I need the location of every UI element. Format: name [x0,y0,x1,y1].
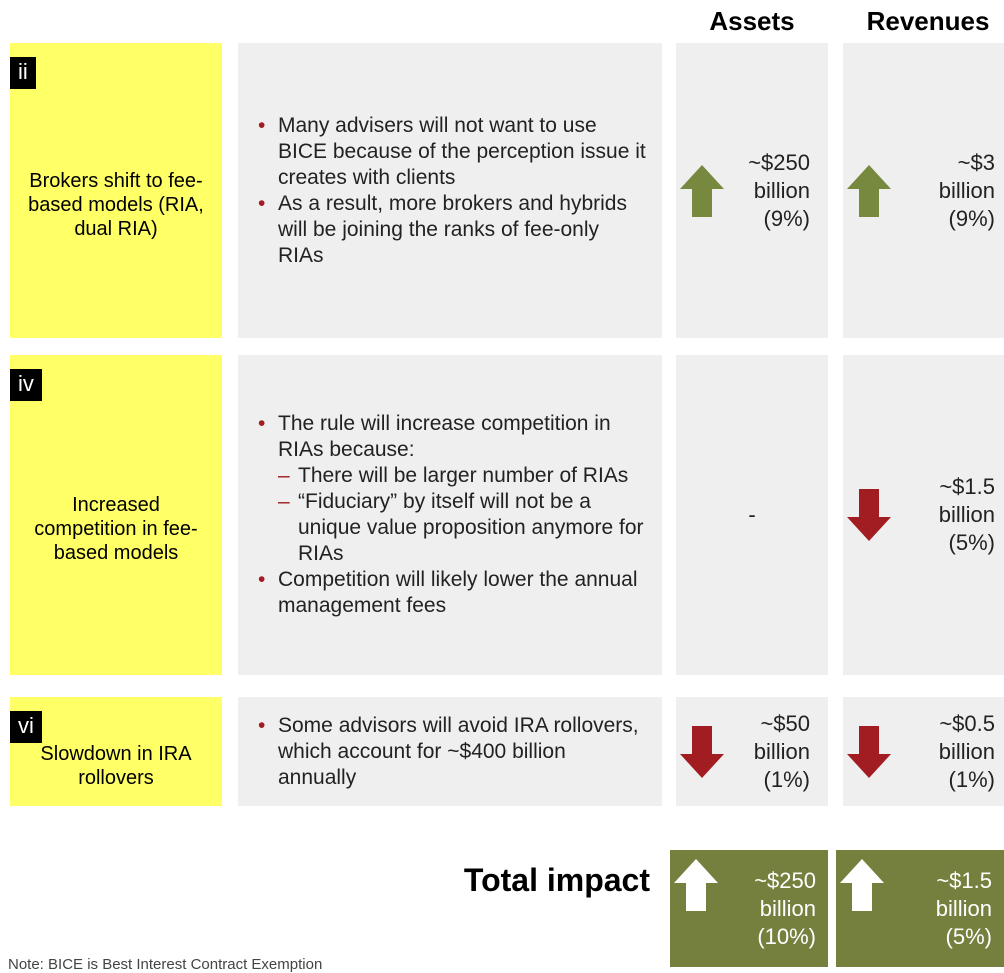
arrow-shape [847,725,891,778]
bullet: Competition will likely lower the annual… [258,567,648,619]
arrow-shape [680,725,724,778]
total-label: Total impact [463,862,650,898]
arrow-down [680,725,724,778]
bullet: “Fiduciary” by itself will not be a uniq… [258,489,648,567]
value-line: (1%) [763,766,810,792]
value-line: billion [753,738,810,764]
row-tag: iv [10,369,42,401]
column-header: Assets [709,6,795,36]
value-line: (10%) [757,923,816,949]
impact-value: ~$1.5 billion (5%) [886,850,992,967]
value-line: billion [938,502,995,527]
arrow-up [847,164,891,217]
arrow-shape [847,164,891,217]
bullet: The rule will increase competition in RI… [258,411,648,463]
value-line: billion [938,738,995,764]
impact-value: ~$1.5 billion (5%) [893,355,995,675]
bullet: There will be larger number of RIAs [258,463,648,489]
assets-cell [676,355,828,675]
impact-value: ~$3 billion (9%) [893,43,995,338]
row-title: Brokers shift to fee-based models (RIA, … [10,43,222,338]
value-line: billion [759,895,816,921]
row-title: Slowdown in IRA rollovers [10,697,222,806]
column-header: Revenues [866,6,990,36]
impact-value: - [676,355,828,675]
value-line: ~$3 [957,149,995,175]
bullet: Some advisors will avoid IRA rollovers, … [258,713,648,791]
arrow-shape [680,164,724,217]
value-line: ~$250 [754,867,816,893]
value-line: ~$0.5 [939,710,995,736]
row-tag: ii [10,57,36,89]
row-tag: vi [10,711,42,743]
value-line: (1%) [948,766,995,792]
value-line: (5%) [945,923,992,949]
impact-value: ~$50 billion (1%) [726,697,810,806]
impact-value: ~$250 billion (9%) [726,43,810,338]
value-line: billion [753,177,810,203]
value-line: (9%) [763,205,810,231]
value-line: billion [938,177,995,203]
bullet: As a result, more brokers and hybrids wi… [258,191,648,269]
value-line: ~$50 [760,710,810,736]
row-title: Increased competition in fee-based model… [10,355,222,675]
arrow-up [674,859,718,911]
value-line: ~$1.5 [936,867,992,893]
arrow-up [680,164,724,217]
value-line: ~$250 [748,149,810,175]
footnote: Note: BICE is Best Interest Contract Exe… [8,956,323,973]
value-line: (9%) [948,205,995,231]
impact-value: ~$250 billion (10%) [720,850,816,967]
row-description: Many advisers will not want to use BICE … [238,43,662,338]
arrow-down [847,725,891,778]
value-line: ~$1.5 [939,474,995,499]
arrow-shape [840,859,884,911]
arrow-shape [674,859,718,911]
row-description: The rule will increase competition in RI… [238,355,662,675]
arrow-down [847,489,891,541]
bullet: Many advisers will not want to use BICE … [258,113,648,191]
arrow-shape [847,489,891,541]
value-line: (5%) [948,530,995,555]
arrow-up [840,859,884,911]
impact-value: ~$0.5 billion (1%) [893,697,995,806]
value-line: billion [935,895,992,921]
row-description: Some advisors will avoid IRA rollovers, … [238,697,662,806]
value-line: - [748,502,756,527]
